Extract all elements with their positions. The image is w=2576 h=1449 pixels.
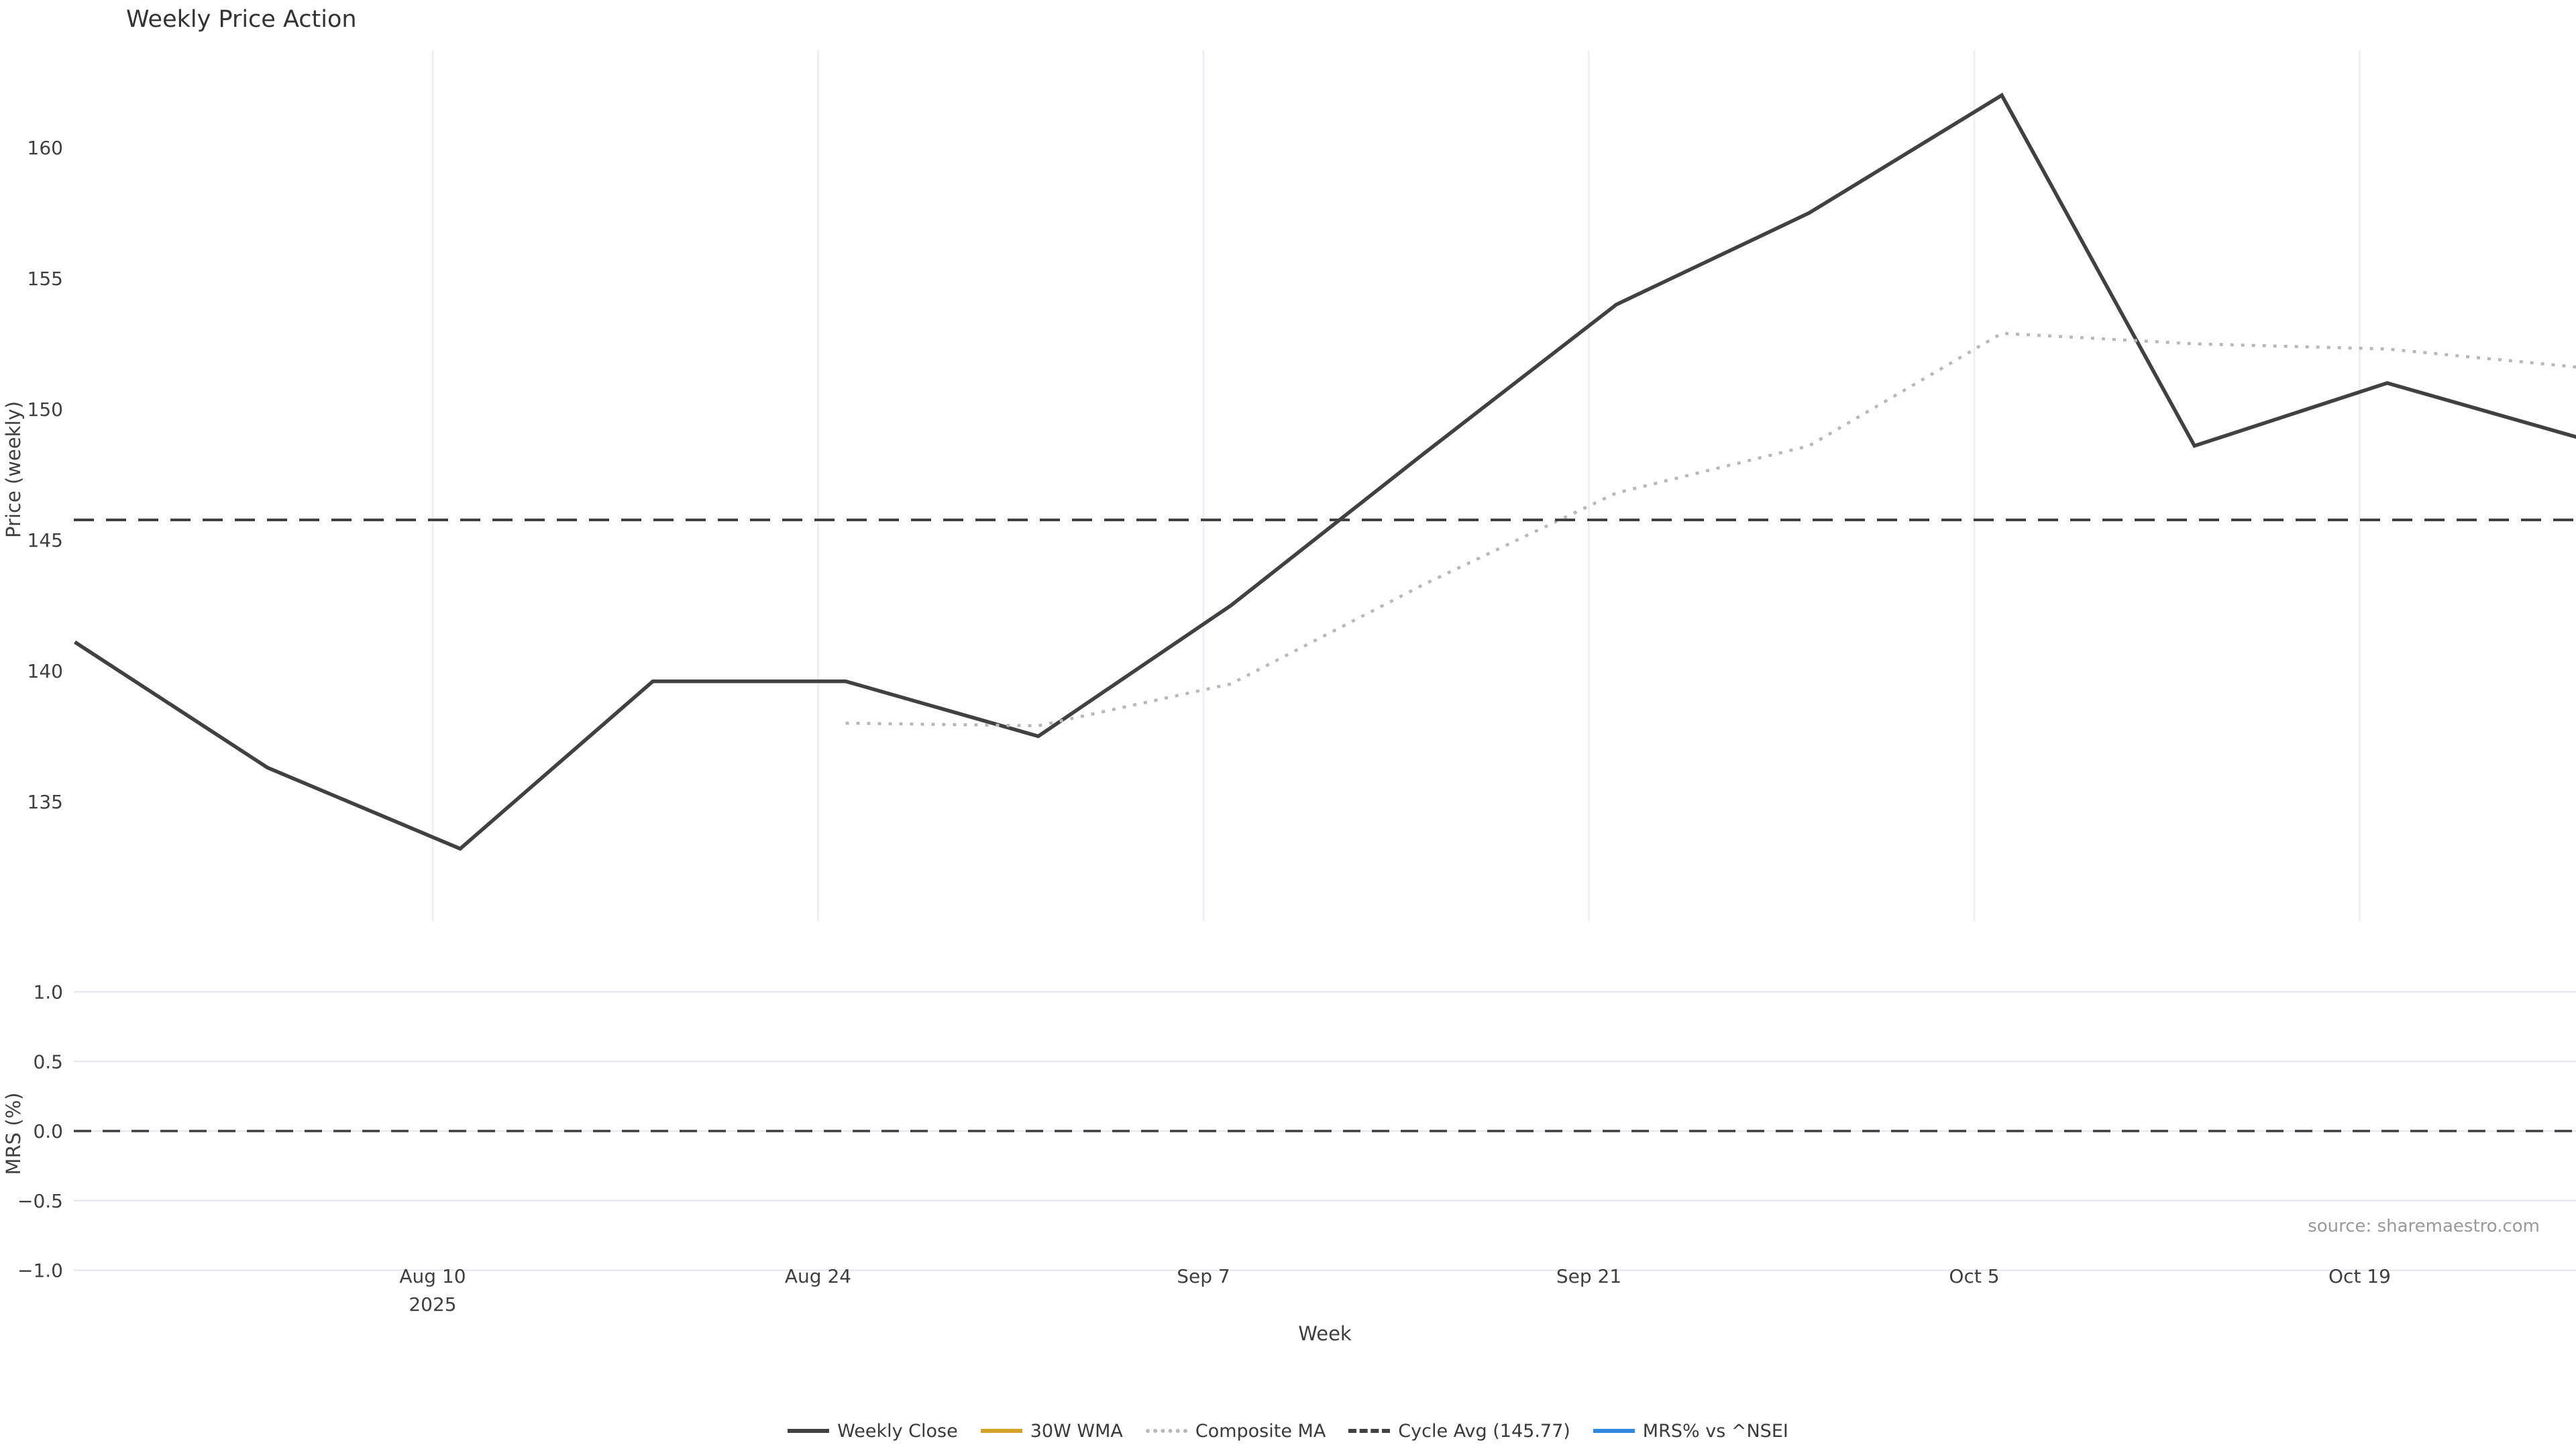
x-tick-label: Oct 19 bbox=[2328, 1265, 2391, 1287]
legend-item: 30W WMA bbox=[980, 1420, 1123, 1442]
price-y-tick-label: 140 bbox=[28, 660, 63, 682]
legend-label: 30W WMA bbox=[1030, 1420, 1123, 1442]
legend-swatch-dashed bbox=[1348, 1429, 1391, 1433]
price-y-tick-label: 135 bbox=[28, 791, 63, 813]
legend-swatch-solid bbox=[1593, 1429, 1635, 1433]
legend-swatch-dotted bbox=[1145, 1429, 1187, 1433]
x-tick-label: Sep 7 bbox=[1177, 1265, 1230, 1287]
price-y-tick-label: 155 bbox=[28, 268, 63, 290]
mrs-y-tick-label: 0.5 bbox=[33, 1051, 63, 1073]
x-tick-label: Aug 24 bbox=[785, 1265, 851, 1287]
x-tick-label: Oct 5 bbox=[1949, 1265, 1999, 1287]
week-axis-label: Week bbox=[1298, 1322, 1352, 1345]
legend-swatch-solid bbox=[788, 1429, 830, 1433]
tick-labels: Aug 10 2025 Aug 24 Sep 7 Sep 21 Oct 5 Oct 19 13… bbox=[17, 137, 2391, 1316]
legend-label: MRS% vs ^NSEI bbox=[1642, 1420, 1788, 1442]
legend-item: Cycle Avg (145.77) bbox=[1348, 1421, 1570, 1442]
chart-series bbox=[73, 93, 2576, 1132]
mrs-y-tick-label: 0.0 bbox=[33, 1120, 63, 1142]
legend-label: Composite MA bbox=[1195, 1420, 1326, 1442]
mrs-y-tick-label: −0.5 bbox=[17, 1190, 63, 1212]
x-tick-label: Aug 10 bbox=[399, 1265, 466, 1287]
legend-item: Composite MA bbox=[1145, 1420, 1326, 1442]
x-tick-label: Sep 21 bbox=[1556, 1265, 1621, 1287]
legend-item: Weekly Close bbox=[788, 1421, 958, 1442]
price-y-tick-label: 160 bbox=[28, 137, 63, 159]
page-title: Weekly Price Action bbox=[126, 6, 357, 33]
legend-label: Cycle Avg (145.77) bbox=[1398, 1420, 1570, 1442]
mrs-axis-label: MRS (%) bbox=[2, 1093, 25, 1175]
weekly-close-line bbox=[73, 93, 2576, 851]
chart-legend: Weekly Close 30W WMA Composite MA Cycle Avg… bbox=[0, 1413, 2576, 1449]
mrs-y-tick-label: −1.0 bbox=[17, 1260, 63, 1282]
composite-ma-line bbox=[845, 331, 2576, 728]
x-tick-year-label: 2025 bbox=[409, 1293, 456, 1316]
legend-item: MRS% vs ^NSEI bbox=[1593, 1421, 1788, 1442]
mrs-y-tick-label: 1.0 bbox=[33, 981, 63, 1004]
source-note: source: sharemaestro.com bbox=[2308, 1216, 2540, 1236]
gridlines bbox=[74, 50, 2576, 1271]
legend-label: Weekly Close bbox=[837, 1420, 958, 1442]
legend-swatch-solid bbox=[980, 1429, 1022, 1433]
price-y-tick-label: 150 bbox=[28, 398, 63, 421]
price-axis-label: Price (weekly) bbox=[2, 401, 25, 538]
price-y-tick-label: 145 bbox=[28, 529, 63, 551]
